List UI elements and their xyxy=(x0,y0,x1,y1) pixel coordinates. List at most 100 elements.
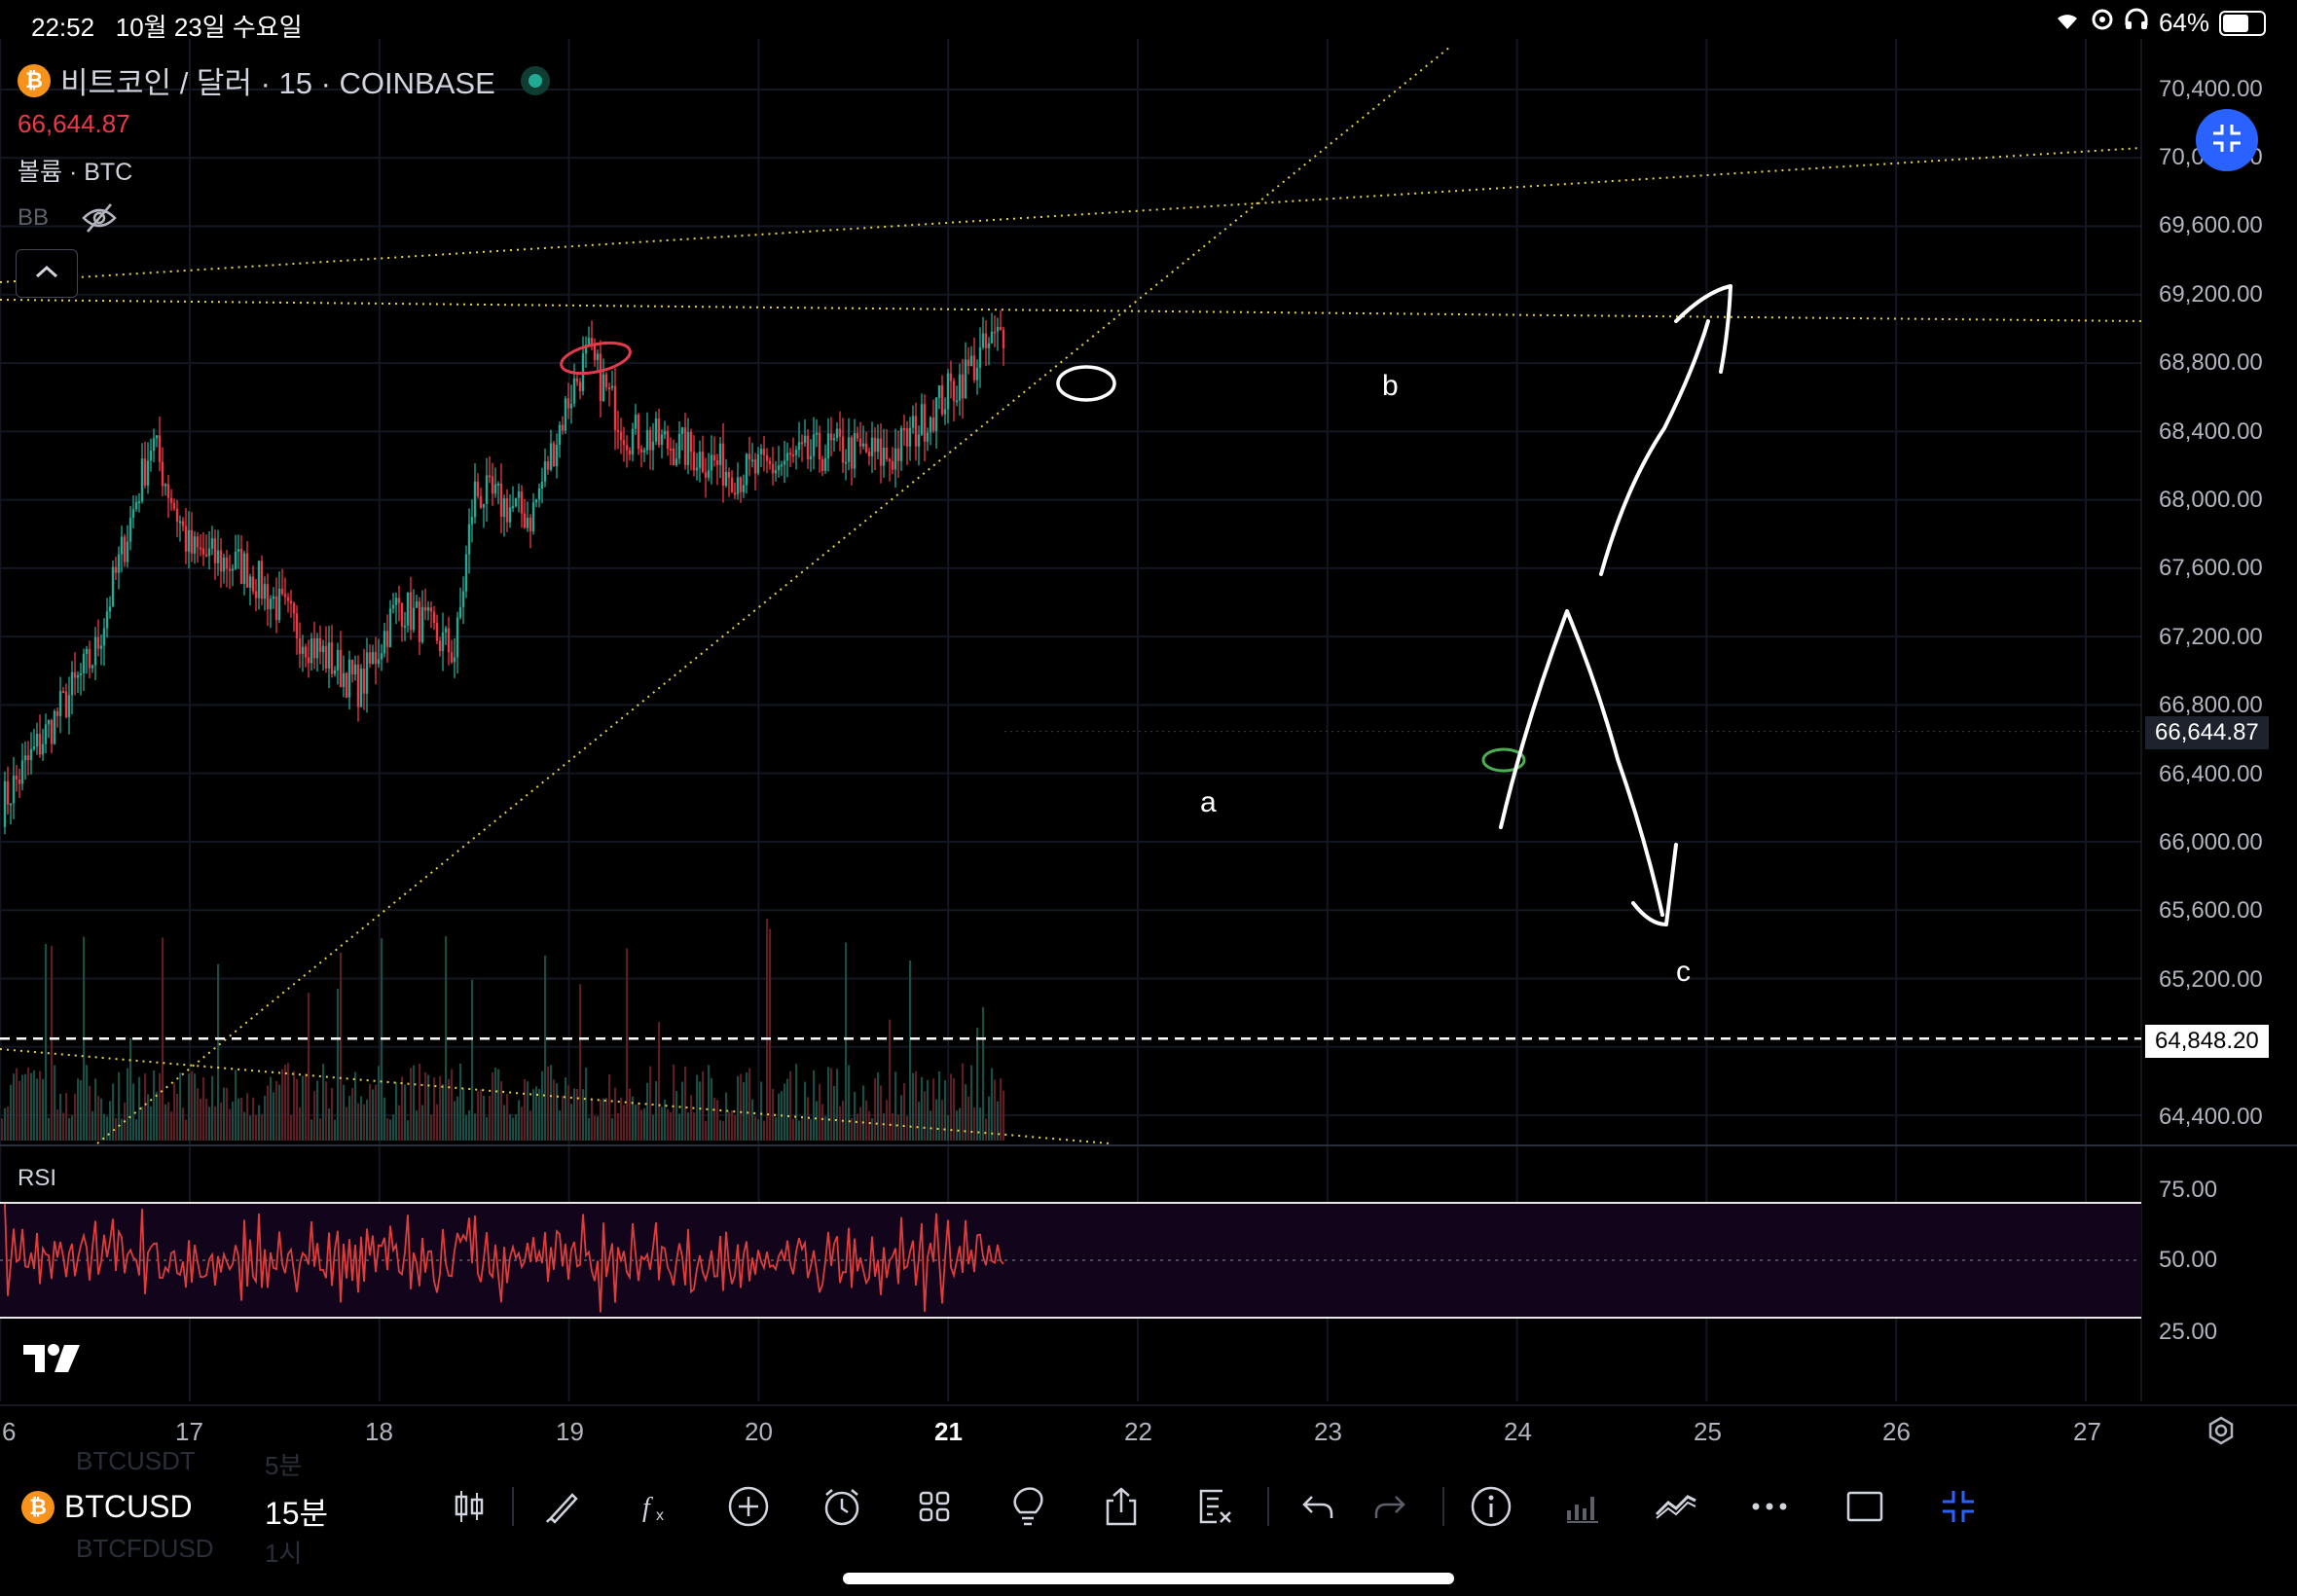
time-label: 22 xyxy=(1124,1417,1152,1446)
candle-body xyxy=(61,691,65,694)
candle-body xyxy=(929,417,932,433)
candle-body xyxy=(564,398,567,431)
add-icon[interactable] xyxy=(721,1479,776,1534)
volume-bar xyxy=(325,1081,328,1141)
candle-body xyxy=(199,547,202,550)
candle-body xyxy=(914,416,918,447)
volume-bar xyxy=(80,1079,83,1141)
ideas-icon[interactable] xyxy=(1001,1479,1055,1534)
wave-label-b[interactable]: b xyxy=(1382,370,1399,402)
highlight-circle-white xyxy=(1056,365,1116,402)
candle-body xyxy=(426,607,430,611)
volume-bar xyxy=(857,1113,859,1141)
candle-body xyxy=(312,638,316,659)
volume-legend[interactable]: 볼륨 · BTC xyxy=(18,159,133,186)
candle-body xyxy=(841,436,845,463)
more-icon[interactable] xyxy=(1742,1479,1797,1534)
volume-bar xyxy=(529,1110,532,1141)
volume-bar xyxy=(310,1119,313,1141)
horizontal-line-price-tag[interactable]: 64,848.20 xyxy=(2145,1025,2269,1058)
volume-bar xyxy=(118,1071,121,1141)
volume-bar xyxy=(938,1070,941,1141)
candle-body xyxy=(201,548,205,555)
draw-icon[interactable] xyxy=(535,1479,590,1534)
hidden-eye-icon[interactable] xyxy=(80,200,119,240)
symbol-legend[interactable]: ₿ 비트코인 / 달러 · 15 · COINBASE xyxy=(18,58,550,102)
volume-bar xyxy=(290,1114,293,1141)
volume-bar xyxy=(556,1083,559,1141)
alert-icon[interactable] xyxy=(815,1479,869,1534)
candle-body xyxy=(657,418,661,446)
rsi-legend[interactable]: RSI xyxy=(18,1165,57,1191)
volume-bar xyxy=(328,1107,331,1141)
wave-label-c[interactable]: c xyxy=(1676,956,1691,988)
candle-body xyxy=(996,326,1000,332)
candle-body xyxy=(330,642,334,674)
symbol-search-button[interactable]: ₿ BTCUSD xyxy=(21,1489,193,1525)
volume-bar xyxy=(810,1118,813,1141)
candles-icon[interactable] xyxy=(442,1479,496,1534)
candle-body xyxy=(251,576,255,592)
collapse-icon[interactable] xyxy=(1931,1479,1986,1534)
share-icon[interactable] xyxy=(1094,1479,1148,1534)
collapse-legend-button[interactable] xyxy=(16,249,78,298)
candle-body xyxy=(923,404,927,442)
candle-body xyxy=(219,550,223,572)
bb-legend[interactable]: BB xyxy=(18,204,50,231)
interval-button[interactable]: 15분 xyxy=(265,1496,329,1531)
undo-icon[interactable] xyxy=(1291,1479,1345,1534)
redo-icon[interactable] xyxy=(1363,1479,1417,1534)
home-indicator[interactable] xyxy=(843,1573,1454,1584)
volume-bar xyxy=(708,1065,711,1141)
candle-body xyxy=(742,485,746,492)
volume-bar xyxy=(208,1106,211,1141)
volume-bar xyxy=(474,1113,477,1141)
candle-body xyxy=(327,642,331,669)
volume-bar xyxy=(65,1093,68,1141)
candle-body xyxy=(93,636,97,666)
volume-bar xyxy=(258,1105,261,1141)
volume-bar xyxy=(275,1080,278,1141)
status-bar: 22:52 10월 23일 수요일 64% xyxy=(0,0,2297,47)
volume-bar xyxy=(223,1087,226,1141)
wave-label-a[interactable]: a xyxy=(1200,786,1217,818)
volume-bar xyxy=(573,1088,576,1141)
volume-bar xyxy=(270,1076,273,1141)
candle-body xyxy=(339,649,343,687)
exit-fullscreen-button[interactable] xyxy=(2196,109,2258,171)
rsi-level-label: 50.00 xyxy=(2159,1247,2218,1273)
volume-bar xyxy=(757,1119,760,1141)
info-icon[interactable] xyxy=(1464,1479,1518,1534)
volume-bar xyxy=(617,1112,620,1141)
time-label: 25 xyxy=(1694,1417,1722,1446)
settings-gear-icon[interactable] xyxy=(2206,1415,2237,1451)
volume-bar xyxy=(833,1085,836,1141)
candle-body xyxy=(35,733,39,747)
trend-icon[interactable] xyxy=(1649,1479,1703,1534)
fullscreen-icon[interactable] xyxy=(1838,1479,1892,1534)
chart-canvas[interactable] xyxy=(0,0,2297,1460)
candle-body xyxy=(342,672,346,687)
candle-body xyxy=(613,385,617,431)
candle-body xyxy=(225,557,229,569)
volume-bar xyxy=(965,1084,967,1141)
layouts-icon[interactable] xyxy=(907,1479,962,1534)
volume-bar xyxy=(906,1115,909,1141)
volume-bar xyxy=(979,1107,982,1141)
compare-icon[interactable] xyxy=(1555,1479,1610,1534)
candle-body xyxy=(286,597,290,601)
candle-body xyxy=(642,450,646,453)
volume-bar xyxy=(640,1109,643,1141)
candle-body xyxy=(126,541,129,562)
data-window-icon[interactable] xyxy=(1187,1479,1242,1534)
volume-bar xyxy=(89,1085,91,1141)
candle-body xyxy=(809,455,813,459)
candle-body xyxy=(277,588,281,621)
candle-body xyxy=(187,529,191,552)
volume-bar xyxy=(956,1110,959,1141)
time-label: 21 xyxy=(934,1417,963,1446)
volume-bar xyxy=(197,1088,200,1141)
volume-bar xyxy=(675,1091,678,1141)
candle-body xyxy=(999,326,1003,330)
